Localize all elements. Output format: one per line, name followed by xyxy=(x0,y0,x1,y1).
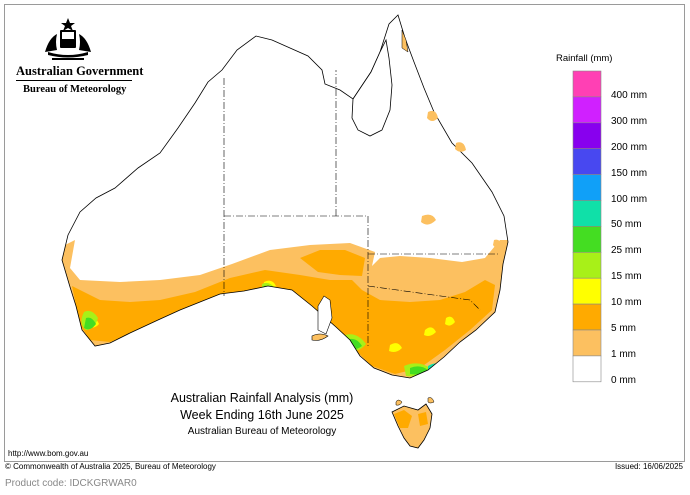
legend-label: 1 mm xyxy=(611,348,636,360)
state-borders xyxy=(223,70,500,346)
legend-label: 100 mm xyxy=(611,193,648,205)
legend-swatch xyxy=(572,200,602,227)
bom-url-link[interactable]: http://www.bom.gov.au xyxy=(8,449,89,458)
bureau-title: Bureau of Meteorology xyxy=(23,84,127,95)
legend-swatch xyxy=(572,174,602,201)
legend-swatch xyxy=(572,70,602,98)
legend-title: Rainfall (mm) xyxy=(556,53,613,64)
legend-label: 150 mm xyxy=(611,167,648,179)
legend-label: 25 mm xyxy=(611,245,642,257)
legend-swatch xyxy=(572,355,602,383)
legend-label: 200 mm xyxy=(611,141,648,153)
copyright-text: © Commonwealth of Australia 2025, Bureau… xyxy=(5,462,216,471)
legend-swatch xyxy=(572,277,602,305)
product-code: Product code: IDCKGRWAR0 xyxy=(5,478,137,489)
legend-label: 5 mm xyxy=(611,323,636,334)
legend-label: 15 mm xyxy=(611,271,642,283)
legend-label: 10 mm xyxy=(611,297,642,309)
legend-swatch xyxy=(572,303,602,331)
gulf-of-carpentaria xyxy=(351,38,393,137)
map-title: Australian Rainfall Analysis (mm) xyxy=(170,391,354,405)
spencer-gulf xyxy=(317,295,333,335)
legend-swatch xyxy=(572,329,602,357)
legend-label: 50 mm xyxy=(611,219,642,231)
government-title: Australian Government xyxy=(16,64,144,78)
legend-label: 400 mm xyxy=(611,89,648,101)
issued-date: Issued: 16/06/2025 xyxy=(614,462,683,471)
legend-swatch xyxy=(572,148,602,175)
legend-swatch xyxy=(572,122,602,150)
header-divider xyxy=(16,80,132,81)
tasmania xyxy=(391,397,435,449)
legend-label: 0 mm xyxy=(611,374,636,386)
legend-label: 300 mm xyxy=(611,115,648,127)
legend-swatch xyxy=(572,226,602,253)
coat-of-arms-icon xyxy=(45,18,91,60)
map-subtitle-week: Week Ending 16th June 2025 xyxy=(180,408,344,422)
legend-swatch xyxy=(572,252,602,279)
rainfall-legend xyxy=(572,70,602,383)
map-subtitle-agency: Australian Bureau of Meteorology xyxy=(187,426,337,437)
legend-swatch xyxy=(572,96,602,124)
